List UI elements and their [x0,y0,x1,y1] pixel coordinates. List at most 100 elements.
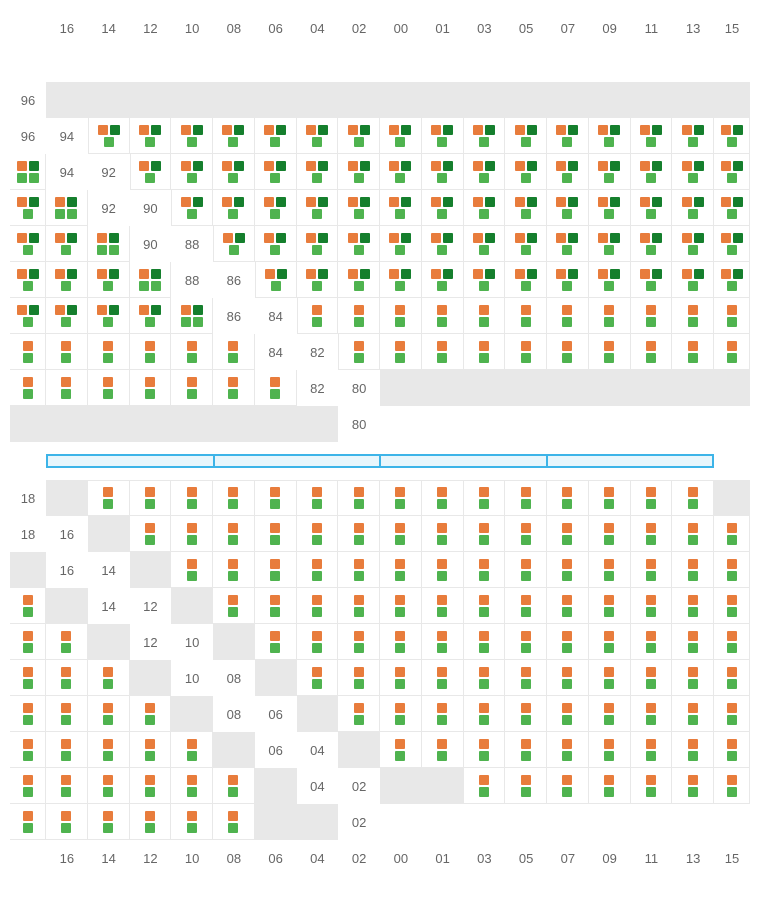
dot-row [17,305,39,315]
green-dot [23,751,33,761]
dot-row [688,679,698,689]
green-dot [103,317,113,327]
orange-dot [97,305,107,315]
dot-row [228,607,238,617]
cell [171,804,213,840]
dot-row [479,305,489,315]
orange-dot [354,559,364,569]
green-dot [270,389,280,399]
dot-row [103,679,113,689]
cell [422,732,464,768]
green-dot [479,679,489,689]
green-dot [688,715,698,725]
green-dot [521,281,531,291]
cell [547,298,589,334]
dot-row [23,245,33,255]
cell [672,154,714,190]
green-dot [23,389,33,399]
dot-row [562,751,572,761]
dot-row [354,715,364,725]
cell [213,624,255,660]
orange-dot [139,161,149,171]
dot-row [479,607,489,617]
dot-row [354,209,364,219]
orange-dot [395,559,405,569]
dot-row [23,281,33,291]
orange-dot [682,161,692,171]
orange-dot [103,775,113,785]
cell [714,696,750,732]
dot-row [604,281,614,291]
orange-dot [270,377,280,387]
dot-row [604,137,614,147]
green-dot [103,823,113,833]
orange-dot [479,341,489,351]
cell [338,480,380,516]
orange-dot [727,559,737,569]
dot-row [688,137,698,147]
dot-row [354,173,364,183]
green-dot [228,389,238,399]
dot-row [222,197,244,207]
orange-dot [727,523,737,533]
dark_green-dot [443,125,453,135]
dot-row [389,269,411,279]
dot-row [181,125,203,135]
orange-dot [348,269,358,279]
cell [130,406,172,442]
green-dot [187,751,197,761]
green-dot [727,245,737,255]
dot-row [97,305,119,315]
dot-row [187,787,197,797]
orange-dot [646,775,656,785]
dot-row [306,269,328,279]
orange-dot [98,125,108,135]
col-label: 06 [255,840,297,876]
orange-dot [264,233,274,243]
green-dot [562,317,572,327]
orange-dot [479,739,489,749]
cell [171,552,213,588]
green-dot [562,571,572,581]
green-dot [395,137,405,147]
cell [464,154,506,190]
green-dot [270,643,280,653]
dot-row [562,305,572,315]
dot-row [312,487,322,497]
cell [46,660,88,696]
cell [380,696,422,732]
col-label: 01 [422,10,464,46]
green-dot [479,317,489,327]
orange-dot [431,125,441,135]
cell [255,154,297,190]
dark_green-dot [318,233,328,243]
orange-dot [228,523,238,533]
cell [422,370,464,406]
dot-row [727,559,737,569]
green-dot [479,787,489,797]
dot-row [562,535,572,545]
cell [10,624,46,660]
green-dot [187,173,197,183]
cell [422,588,464,624]
cell [130,82,172,118]
orange-dot [181,125,191,135]
cell [714,334,750,370]
cell [464,190,506,226]
green-dot [228,209,238,219]
cell [213,732,255,768]
green-dot [562,281,572,291]
orange-dot [389,233,399,243]
dot-row [23,775,33,785]
dark_green-dot [568,233,578,243]
dot-row [270,523,280,533]
cell [589,190,631,226]
dot-row [479,281,489,291]
dot-row [598,269,620,279]
col-label: 13 [672,840,714,876]
green-dot [646,353,656,363]
dot-row [437,137,447,147]
dot-row [145,523,155,533]
orange-dot [187,811,197,821]
dark_green-dot [109,305,119,315]
